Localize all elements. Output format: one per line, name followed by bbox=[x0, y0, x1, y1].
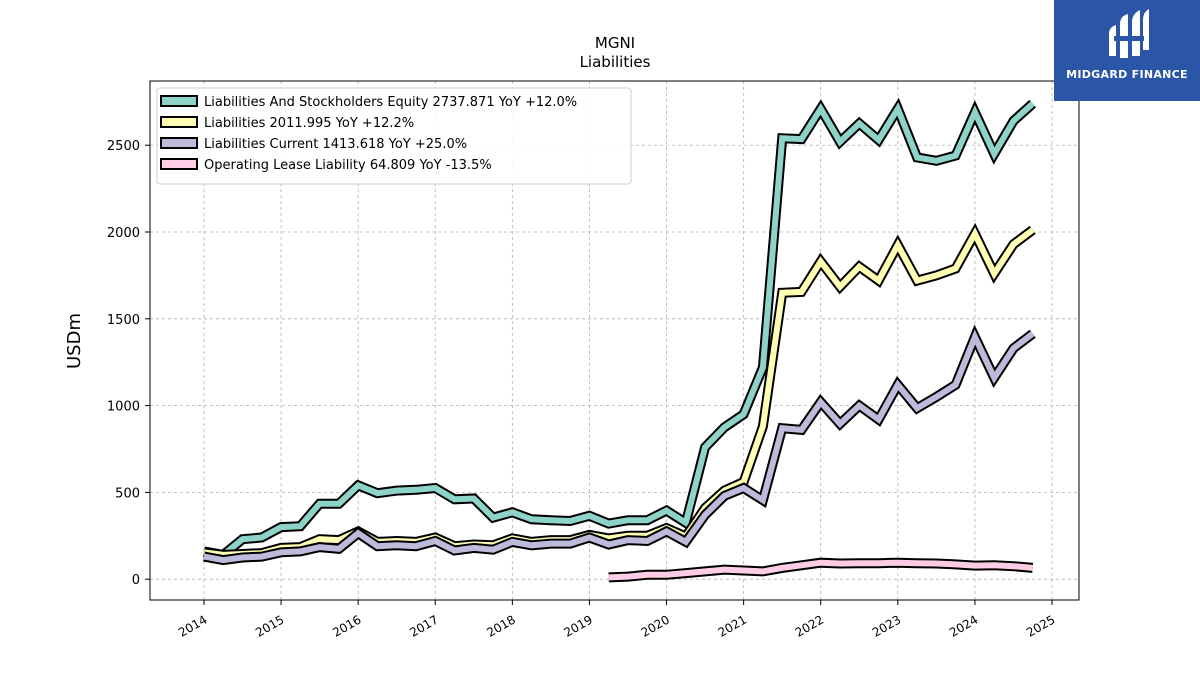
y-tick-label: 2000 bbox=[107, 226, 140, 241]
series-line bbox=[608, 559, 1033, 581]
legend: Liabilities And Stockholders Equity 2737… bbox=[156, 87, 632, 185]
legend-swatch bbox=[160, 137, 198, 149]
y-axis-label: USDm bbox=[64, 313, 85, 369]
x-tick-label: 2023 bbox=[870, 612, 903, 639]
y-tick-label: 500 bbox=[115, 486, 140, 501]
brand-logo: MIDGARD FINANCE bbox=[1054, 0, 1200, 101]
x-tick-label: 2025 bbox=[1024, 612, 1057, 639]
legend-label: Liabilities 2011.995 YoY +12.2% bbox=[204, 116, 414, 131]
legend-swatch bbox=[160, 95, 198, 107]
x-axis: 2014 2015 2016 2017 2018 2019 2020 2021 2022 2023… bbox=[176, 600, 1058, 640]
y-tick-label: 2500 bbox=[107, 139, 140, 154]
legend-box bbox=[156, 87, 632, 185]
legend-label: Liabilities Current 1413.618 YoY +25.0% bbox=[204, 137, 467, 152]
series-line bbox=[203, 101, 1035, 559]
series-group bbox=[203, 97, 1037, 583]
plot-frame bbox=[149, 80, 1080, 601]
x-tick-label: 2021 bbox=[716, 612, 749, 639]
x-tick-label: 2017 bbox=[407, 612, 440, 639]
midgard-logo-icon bbox=[1109, 9, 1149, 58]
x-tick-label: 2014 bbox=[176, 612, 209, 639]
x-tick-label: 2024 bbox=[947, 612, 980, 639]
x-tick-label: 2020 bbox=[639, 612, 672, 639]
legend-label: Operating Lease Liability 64.809 YoY -13… bbox=[204, 158, 492, 173]
legend-label: Liabilities And Stockholders Equity 2737… bbox=[204, 95, 577, 110]
x-tick-label: 2018 bbox=[484, 612, 517, 639]
x-tick-label: 2015 bbox=[253, 612, 286, 639]
legend-swatch bbox=[160, 116, 198, 128]
series-line bbox=[203, 329, 1035, 564]
chart-subtitle: Liabilities bbox=[580, 53, 651, 71]
y-tick-label: 1500 bbox=[107, 313, 140, 328]
x-tick-label: 2019 bbox=[561, 612, 594, 639]
y-tick-label: 0 bbox=[132, 573, 140, 588]
x-tick-label: 2022 bbox=[793, 612, 826, 639]
brand-name: MIDGARD FINANCE bbox=[1066, 68, 1188, 81]
series-line bbox=[203, 227, 1035, 558]
y-axis: 0 500 1000 1500 2000 2500 bbox=[107, 139, 150, 588]
x-tick-label: 2016 bbox=[330, 612, 363, 639]
legend-swatch bbox=[160, 158, 198, 170]
chart-title: MGNI bbox=[595, 34, 635, 52]
y-tick-label: 1000 bbox=[107, 400, 140, 415]
